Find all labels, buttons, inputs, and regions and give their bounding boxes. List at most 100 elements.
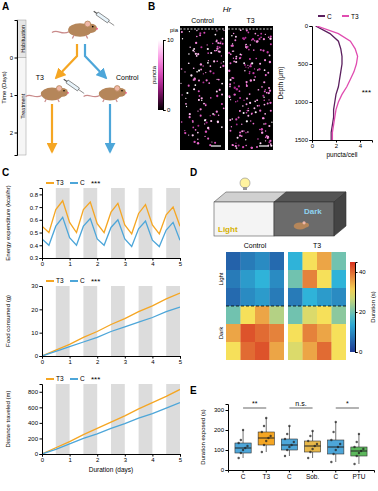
heatmap-cell xyxy=(270,324,285,342)
axis-line xyxy=(43,357,181,359)
legend-label: T3 xyxy=(351,13,359,20)
tick-mark xyxy=(310,64,313,65)
puncta-dot xyxy=(185,103,187,105)
puncta-dot xyxy=(232,144,234,146)
tick: 4 xyxy=(151,356,155,365)
puncta-dot xyxy=(181,68,183,70)
puncta-dot xyxy=(194,78,196,80)
pia-line xyxy=(228,29,273,30)
legend-label: C xyxy=(327,13,332,20)
tick: 2 xyxy=(96,356,100,365)
heatmap-title: T3 xyxy=(313,242,321,249)
puncta-dot xyxy=(254,40,255,41)
puncta-dot xyxy=(190,74,192,76)
tick: 3 xyxy=(124,454,128,463)
puncta-dot xyxy=(264,104,266,106)
tick-label: 4 xyxy=(151,359,155,365)
puncta-dot xyxy=(229,86,231,88)
heatmap-cell xyxy=(288,306,303,324)
puncta-dot xyxy=(230,54,232,56)
puncta-dot xyxy=(196,36,198,38)
puncta-dot xyxy=(247,115,249,117)
puncta-dot xyxy=(228,52,230,54)
night-band xyxy=(111,188,125,258)
tick-label: 20 xyxy=(31,307,38,313)
puncta-dot xyxy=(231,144,233,146)
puncta-dot xyxy=(202,81,204,83)
tick-mark xyxy=(336,140,337,143)
tick: 0.5 xyxy=(30,230,42,236)
point xyxy=(356,441,358,443)
puncta-dot xyxy=(184,130,185,131)
point xyxy=(332,453,334,455)
puncta-dot xyxy=(231,45,233,47)
tick-label: 10 xyxy=(167,37,174,43)
tick-mark xyxy=(15,133,18,134)
axis: 0100200300 xyxy=(214,405,229,474)
puncta-dot xyxy=(231,45,233,47)
plot-area xyxy=(235,417,367,465)
tick: 0.8 xyxy=(30,192,42,198)
puncta-dot xyxy=(222,65,224,67)
puncta-dot xyxy=(195,42,197,44)
legend-label: T3 xyxy=(56,375,64,382)
point xyxy=(240,452,242,454)
puncta-dot xyxy=(195,129,197,131)
heatmap-cell xyxy=(303,288,318,306)
heatmap-cell xyxy=(303,306,318,324)
puncta-dot xyxy=(195,53,197,55)
puncta-dot xyxy=(233,77,235,79)
puncta-dot xyxy=(253,107,255,109)
puncta-dot xyxy=(182,38,183,39)
puncta-dot xyxy=(262,95,264,97)
heatmap-cell xyxy=(332,288,347,306)
heatmap-cell xyxy=(303,324,318,342)
significance: ** xyxy=(252,400,258,407)
tick-label: 0.6 xyxy=(30,217,39,223)
mouse-nose xyxy=(125,92,127,94)
tick: 10 xyxy=(31,330,42,336)
tick-mark xyxy=(15,58,18,59)
puncta-dot xyxy=(263,81,265,83)
tick-label: T3 xyxy=(262,473,270,480)
puncta-dot xyxy=(217,121,219,123)
puncta-dot xyxy=(222,38,224,40)
tick-mark xyxy=(180,258,181,261)
puncta-dot xyxy=(218,115,219,116)
puncta-dot xyxy=(242,146,244,148)
puncta-dot xyxy=(239,110,240,111)
puncta-dot xyxy=(217,42,219,44)
puncta-dot xyxy=(220,66,222,68)
puncta-dot xyxy=(218,50,220,52)
divider xyxy=(288,306,346,307)
heatmap-cell xyxy=(241,306,256,324)
puncta-dot xyxy=(246,46,248,48)
puncta-dot xyxy=(257,69,258,70)
significance: n.s. xyxy=(295,400,306,407)
tick: 40 xyxy=(355,269,366,275)
puncta-dot xyxy=(181,121,183,123)
puncta-dot xyxy=(268,87,270,89)
tick-mark xyxy=(40,407,43,408)
tick-mark xyxy=(40,220,43,221)
tick-label: C xyxy=(333,473,338,480)
puncta-dot xyxy=(241,54,243,56)
puncta-dot xyxy=(250,120,252,122)
puncta-dot xyxy=(269,90,271,92)
stage-box xyxy=(17,58,26,156)
puncta-dot xyxy=(255,111,257,113)
puncta-dot xyxy=(209,144,211,146)
puncta-dot xyxy=(264,91,266,93)
mouse-eye xyxy=(121,90,123,92)
axis-title: Energy expenditure (kcal/hr) xyxy=(5,185,11,260)
tick: 800 xyxy=(28,389,42,395)
tick-label: 0.3 xyxy=(30,255,39,261)
puncta-dot xyxy=(265,74,267,76)
tick-label: 1 xyxy=(68,261,72,267)
puncta-dot xyxy=(269,102,271,104)
puncta-dot xyxy=(210,120,212,122)
puncta-dot xyxy=(240,29,242,31)
puncta-dot xyxy=(263,97,264,98)
puncta-dot xyxy=(221,62,222,63)
heatmap-cell xyxy=(332,306,347,324)
